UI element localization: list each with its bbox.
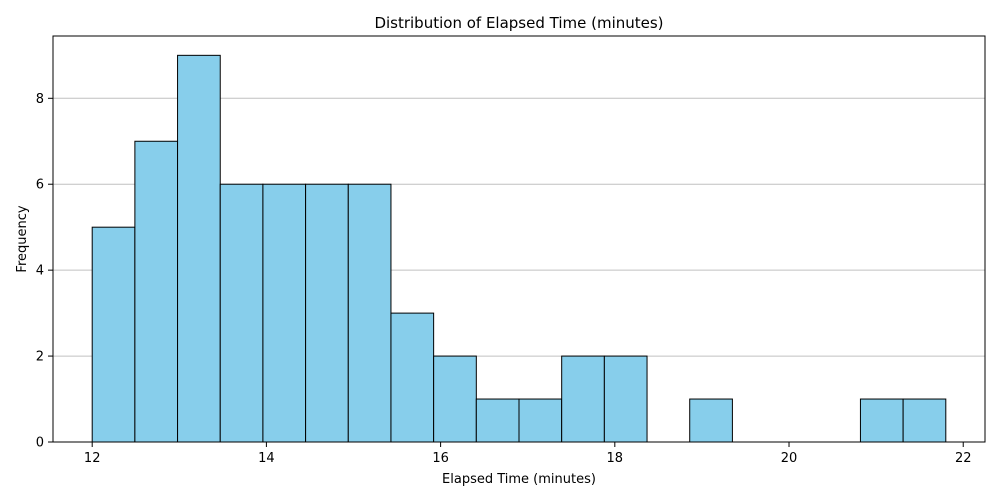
histogram-bar — [603, 355, 648, 443]
y-tick-label: 6 — [36, 178, 44, 193]
x-tick-label: 18 — [607, 451, 624, 466]
x-axis-ticks: 12 14 16 18 20 22 — [84, 442, 972, 466]
histogram-bar — [262, 183, 307, 443]
plot-frame — [52, 35, 986, 443]
histogram-bar — [433, 355, 477, 443]
y-tick-label: 2 — [36, 350, 44, 365]
x-axis-label: Elapsed Time (minutes) — [442, 472, 596, 487]
x-tick-label: 16 — [432, 451, 449, 466]
histogram-bar — [902, 398, 947, 443]
x-tick-label: 20 — [781, 451, 798, 466]
histogram-bar — [390, 312, 435, 443]
histogram-bar — [518, 398, 563, 443]
y-tick-label: 8 — [36, 92, 44, 107]
x-tick-label: 22 — [955, 451, 972, 466]
histogram-bar — [134, 140, 179, 443]
histogram-bar — [689, 398, 733, 443]
x-tick-label: 12 — [84, 451, 101, 466]
histogram-bar — [219, 183, 264, 443]
histogram-bar — [91, 226, 136, 443]
histogram-bar — [177, 54, 221, 443]
histogram-bar — [475, 398, 520, 443]
x-tick-label: 14 — [258, 451, 275, 466]
y-axis-label: Frequency — [15, 205, 30, 272]
histogram-bar — [561, 355, 605, 443]
histogram-bar — [347, 183, 392, 443]
y-axis-ticks: 0 2 4 6 8 — [36, 92, 53, 451]
chart-title: Distribution of Elapsed Time (minutes) — [374, 14, 663, 32]
histogram-bar — [859, 398, 904, 443]
y-tick-label: 4 — [36, 264, 44, 279]
histogram-bar — [305, 183, 349, 443]
bars-layer — [91, 54, 947, 443]
y-tick-label: 0 — [36, 436, 44, 451]
